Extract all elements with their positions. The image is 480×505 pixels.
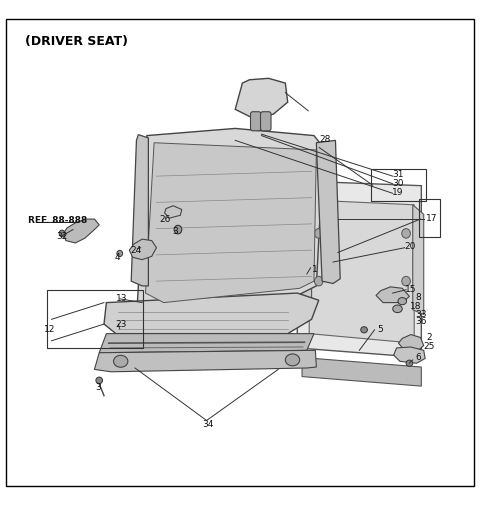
- Ellipse shape: [59, 230, 65, 237]
- Ellipse shape: [314, 276, 323, 286]
- Polygon shape: [376, 287, 409, 302]
- Polygon shape: [297, 181, 421, 358]
- Text: 36: 36: [416, 317, 427, 326]
- Text: REF. 88-888: REF. 88-888: [28, 216, 87, 225]
- Text: 26: 26: [159, 215, 170, 224]
- Ellipse shape: [285, 354, 300, 366]
- Ellipse shape: [96, 377, 103, 384]
- FancyBboxPatch shape: [251, 112, 261, 131]
- Text: 34: 34: [202, 420, 213, 429]
- Text: 3: 3: [173, 227, 179, 236]
- Ellipse shape: [114, 356, 128, 367]
- Text: 30: 30: [392, 179, 404, 188]
- Text: 8: 8: [416, 293, 421, 302]
- Polygon shape: [137, 128, 324, 315]
- Text: 4: 4: [114, 253, 120, 262]
- Polygon shape: [300, 205, 312, 315]
- Text: 6: 6: [416, 353, 421, 362]
- Text: 24: 24: [131, 245, 142, 255]
- Ellipse shape: [406, 360, 413, 366]
- Text: 23: 23: [115, 320, 126, 329]
- Polygon shape: [413, 205, 424, 315]
- Ellipse shape: [402, 276, 410, 286]
- Polygon shape: [394, 347, 425, 363]
- Polygon shape: [129, 239, 156, 260]
- Ellipse shape: [361, 327, 367, 333]
- Text: 15: 15: [405, 285, 417, 294]
- Text: 32: 32: [56, 232, 68, 241]
- Text: 12: 12: [44, 325, 56, 334]
- Polygon shape: [131, 135, 148, 286]
- Text: 2: 2: [427, 333, 432, 342]
- Ellipse shape: [402, 229, 410, 238]
- Ellipse shape: [393, 305, 402, 313]
- Text: 33: 33: [416, 310, 427, 319]
- Polygon shape: [316, 140, 340, 283]
- Polygon shape: [398, 335, 424, 352]
- Ellipse shape: [398, 297, 407, 305]
- Text: 13: 13: [116, 294, 128, 304]
- Text: 28: 28: [319, 135, 331, 144]
- Polygon shape: [145, 143, 316, 302]
- Text: 1: 1: [312, 265, 317, 274]
- Polygon shape: [235, 78, 288, 119]
- Text: 18: 18: [410, 302, 421, 312]
- Text: (DRIVER SEAT): (DRIVER SEAT): [25, 35, 128, 48]
- Polygon shape: [165, 206, 182, 218]
- Polygon shape: [309, 200, 414, 343]
- Text: 31: 31: [392, 170, 404, 179]
- Ellipse shape: [314, 229, 323, 238]
- Polygon shape: [104, 293, 319, 334]
- Ellipse shape: [117, 250, 122, 257]
- Polygon shape: [99, 334, 314, 352]
- Text: 5: 5: [377, 325, 383, 334]
- Text: 19: 19: [392, 188, 404, 197]
- Text: 17: 17: [426, 214, 438, 223]
- Polygon shape: [63, 219, 99, 243]
- Polygon shape: [302, 358, 421, 386]
- FancyBboxPatch shape: [261, 112, 271, 131]
- Text: 20: 20: [405, 242, 416, 251]
- Text: 25: 25: [424, 342, 435, 351]
- Text: 3: 3: [95, 383, 101, 391]
- Ellipse shape: [174, 225, 182, 234]
- Polygon shape: [95, 350, 316, 372]
